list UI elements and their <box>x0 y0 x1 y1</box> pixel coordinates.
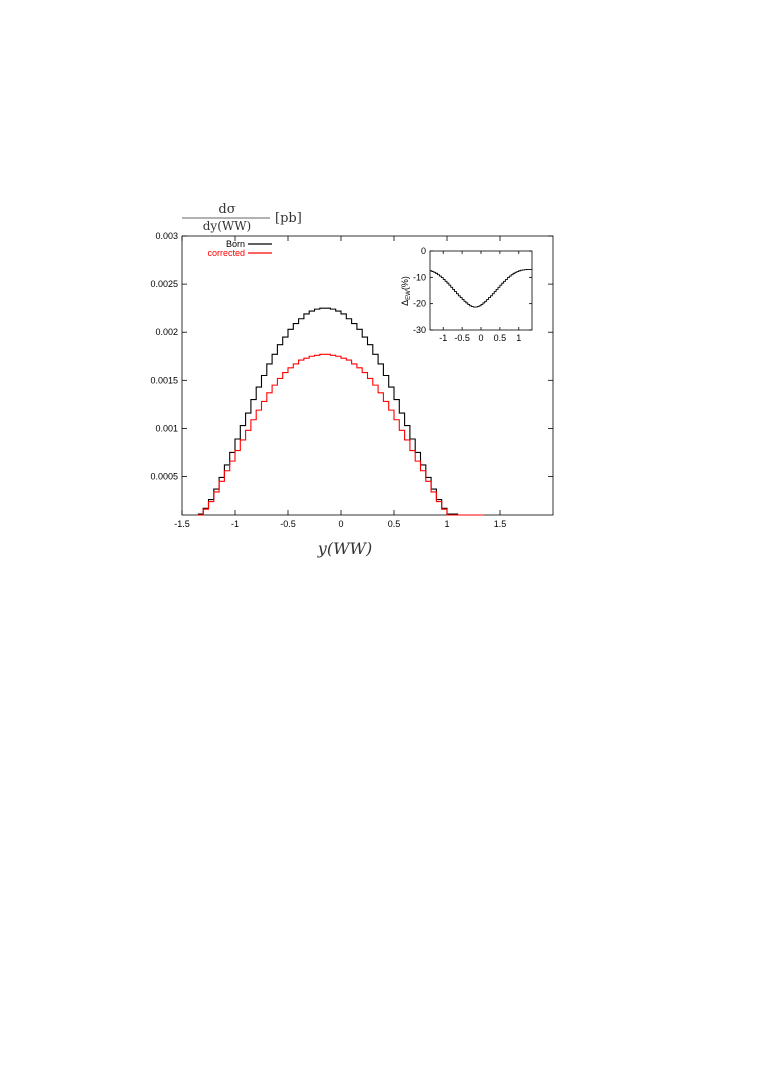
inset-y-tick-label: -30 <box>413 325 426 335</box>
inset-y-tick-label: 0 <box>421 246 426 256</box>
x-tick-label: 0 <box>338 519 343 529</box>
inset-x-tick-label: 0.5 <box>494 333 507 343</box>
inset-x-tick-label: 1 <box>516 333 521 343</box>
y-tick-label: 0.003 <box>155 231 178 241</box>
x-tick-label: -0.5 <box>280 519 296 529</box>
y-tick-label: 0.0015 <box>150 375 178 385</box>
y-tick-label: 0.001 <box>155 423 178 433</box>
series-line-corrected <box>197 353 485 516</box>
x-tick-label: -1.5 <box>174 519 190 529</box>
x-tick-label: 0.5 <box>388 519 401 529</box>
x-axis-title: y(WW) <box>317 539 372 558</box>
inset-y-axis-ticks: 0 -10 -20 -30 <box>413 246 532 335</box>
inset-series-group <box>430 268 532 308</box>
y-axis-title: dσ dy(WW) [pb] <box>182 202 302 233</box>
inset-x-tick-label: 0 <box>478 333 483 343</box>
legend: Born corrected <box>207 239 272 258</box>
y-axis-ticks: 0.0005 0.001 0.0015 0.002 0.0025 0.003 <box>150 231 553 482</box>
inset-y-tick-label: -20 <box>413 299 426 309</box>
y-tick-label: 0.0005 <box>150 472 178 482</box>
inset-series-line-series-0 <box>430 268 532 308</box>
x-tick-label: -1 <box>231 519 239 529</box>
inset-x-tick-label: -1 <box>439 333 447 343</box>
inset-y-axis-title: ΔEW(%) <box>400 276 412 306</box>
legend-label-born: Born <box>226 239 245 249</box>
y-tick-label: 0.002 <box>155 327 178 337</box>
x-tick-label: 1.5 <box>494 519 507 529</box>
legend-label-corrected: corrected <box>207 248 245 258</box>
main-series-group <box>197 307 485 516</box>
x-axis-ticks: -1.5 -1 -0.5 0 0.5 1 1.5 <box>174 236 506 529</box>
y-axis-title-unit: [pb] <box>275 211 302 226</box>
x-tick-label: 1 <box>444 519 449 529</box>
inset-x-tick-label: -0.5 <box>454 333 470 343</box>
inset-x-axis-ticks: -1 -0.5 0 0.5 1 <box>439 251 521 343</box>
y-axis-title-denominator: dy(WW) <box>203 219 252 233</box>
plot-frame <box>181 235 554 516</box>
inset-y-axis-title-main: Δ <box>400 300 410 306</box>
inset-frame <box>429 250 533 331</box>
y-axis-title-numerator: dσ <box>218 202 235 217</box>
inset-y-axis-title-sub: EW <box>406 290 412 300</box>
inset-y-axis-title-suffix: (%) <box>400 276 410 290</box>
y-tick-label: 0.0025 <box>150 279 178 289</box>
series-line-born <box>197 307 485 516</box>
inset-y-tick-label: -10 <box>413 272 426 282</box>
